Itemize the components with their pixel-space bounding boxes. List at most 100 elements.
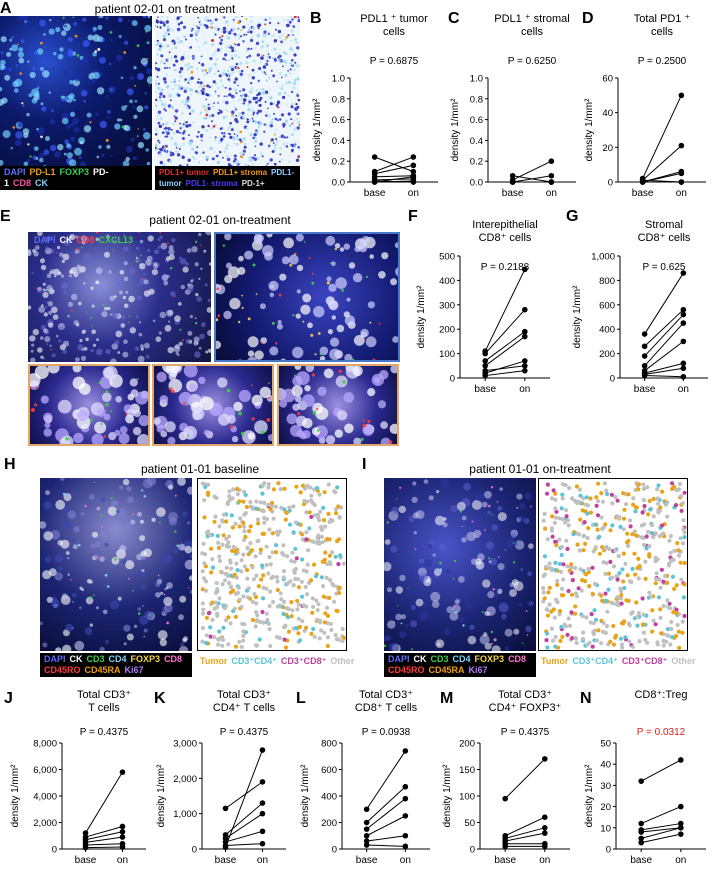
texture-dot xyxy=(229,65,232,69)
cell-dot xyxy=(621,579,626,584)
legend-entry: Ki67 xyxy=(124,665,144,675)
texture-dot xyxy=(96,338,99,341)
texture-dot xyxy=(11,36,14,39)
cell-dot xyxy=(324,605,330,610)
texture-dot xyxy=(319,355,326,360)
cell-dot xyxy=(554,543,559,548)
texture-dot xyxy=(183,35,187,39)
texture-dot xyxy=(143,290,151,297)
cell-dot xyxy=(603,591,608,596)
cell-dot xyxy=(591,621,596,626)
texture-dot xyxy=(94,258,98,262)
texture-dot xyxy=(129,267,136,275)
cell-dot xyxy=(655,496,660,501)
texture-dot xyxy=(183,89,187,93)
data-point-base xyxy=(509,179,516,185)
y-tick-label: 40 xyxy=(602,108,613,119)
texture-dot xyxy=(43,164,46,166)
texture-dot xyxy=(40,395,49,404)
texture-dot xyxy=(46,285,53,292)
cell-dot xyxy=(581,496,586,501)
texture-dot xyxy=(239,35,243,38)
data-point-base xyxy=(82,830,89,836)
texture-dot xyxy=(66,90,69,94)
texture-dot xyxy=(380,400,383,403)
y-tick-label: 0 xyxy=(470,845,475,856)
texture-dot xyxy=(336,410,348,421)
texture-dot xyxy=(206,307,211,313)
texture-dot xyxy=(94,421,107,434)
cell-dot xyxy=(678,536,683,541)
texture-dot xyxy=(247,108,251,112)
cell-dot xyxy=(636,482,641,487)
texture-dot xyxy=(120,323,126,328)
texture-dot xyxy=(208,262,211,266)
texture-dot xyxy=(165,20,169,24)
cell-dot xyxy=(657,508,662,513)
cell-dot xyxy=(327,595,332,600)
texture-dot xyxy=(190,65,193,69)
cell-dot xyxy=(681,526,686,532)
texture-dot xyxy=(170,57,173,60)
cell-dot xyxy=(224,543,230,548)
y-tick-label: 200 xyxy=(321,818,337,829)
cell-dot xyxy=(676,629,681,634)
texture-dot xyxy=(89,596,93,599)
cell-dot xyxy=(569,592,575,597)
cell-dot xyxy=(632,529,637,534)
texture-dot xyxy=(439,561,442,565)
cell-dot xyxy=(660,532,665,537)
texture-dot xyxy=(291,103,294,106)
micrograph-e-detail-1 xyxy=(26,361,150,449)
cell-dot xyxy=(663,574,668,579)
texture-dot xyxy=(389,440,393,444)
micrograph-e-detail-3 xyxy=(273,363,400,448)
texture-dot xyxy=(62,253,70,261)
texture-dot xyxy=(189,33,193,38)
texture-dot xyxy=(248,54,252,58)
texture-dot xyxy=(95,112,99,116)
texture-dot xyxy=(40,135,43,139)
cell-dot xyxy=(268,589,273,594)
texture-dot xyxy=(27,60,30,63)
texture-dot xyxy=(288,124,292,128)
texture-dot xyxy=(60,95,63,98)
texture-dot xyxy=(155,592,161,598)
texture-dot xyxy=(143,495,147,498)
p-value: P = 0.6875 xyxy=(370,56,419,67)
cell-dot xyxy=(573,565,578,571)
cell-dot xyxy=(226,642,231,647)
texture-dot xyxy=(265,55,269,59)
texture-dot xyxy=(39,152,45,159)
cell-dot xyxy=(313,574,319,579)
cell-dot xyxy=(682,535,687,540)
data-point-base xyxy=(641,331,648,337)
y-tick-label: 8,000 xyxy=(33,739,57,750)
texture-dot xyxy=(184,87,186,89)
texture-dot xyxy=(116,54,123,61)
texture-dot xyxy=(116,280,124,288)
texture-dot xyxy=(122,478,130,486)
legend-a-phenotypes: PDL1+ tumor PDL1+ stroma PDL1- tumor PDL1- … xyxy=(155,166,300,190)
texture-dot xyxy=(12,80,19,88)
texture-dot xyxy=(518,602,523,607)
texture-dot xyxy=(139,239,144,244)
cell-dot xyxy=(542,596,547,601)
texture-dot xyxy=(162,554,173,564)
cell-dot xyxy=(242,489,247,494)
texture-dot xyxy=(175,351,179,355)
texture-dot xyxy=(119,545,127,553)
texture-dot xyxy=(51,289,55,294)
texture-dot xyxy=(46,596,53,603)
pair-line xyxy=(225,749,263,848)
texture-dot xyxy=(237,21,240,25)
texture-dot xyxy=(187,521,190,525)
pair-line xyxy=(484,331,526,362)
texture-dot xyxy=(202,43,204,46)
texture-dot xyxy=(206,104,209,107)
cell-dot xyxy=(315,512,320,517)
y-tick-label: 500 xyxy=(439,252,455,263)
texture-dot xyxy=(53,51,57,56)
texture-dot xyxy=(484,642,492,650)
cell-dot xyxy=(674,583,679,588)
